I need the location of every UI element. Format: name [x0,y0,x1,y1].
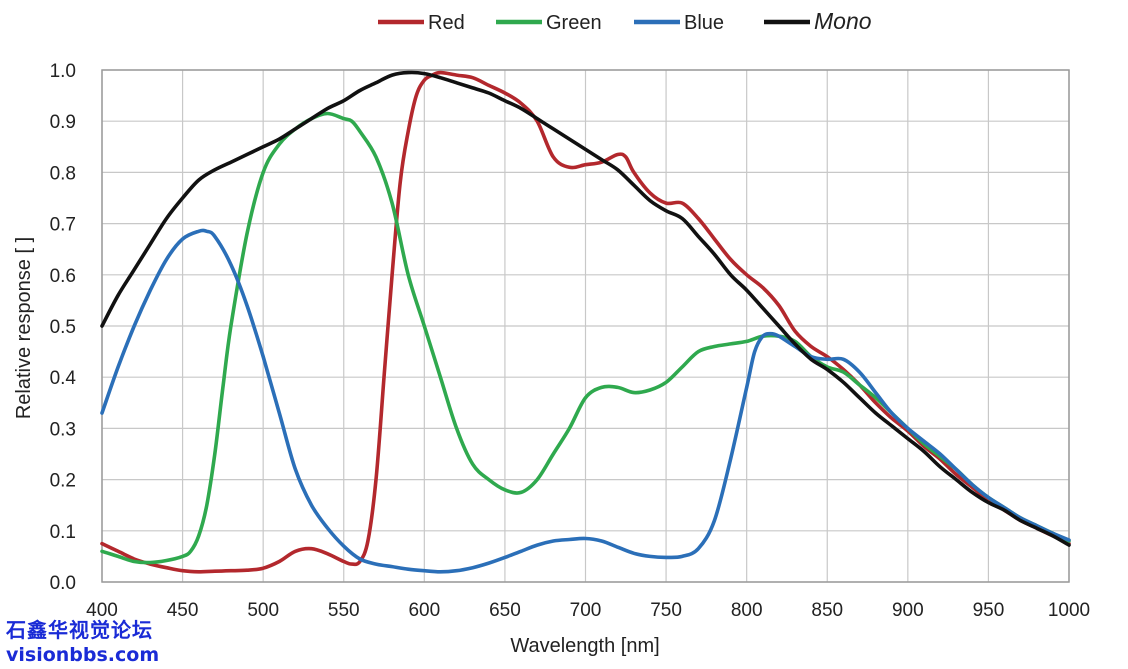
legend-item-mono: Mono [764,8,872,34]
watermark-site-url: visionbbs.com [6,644,160,666]
legend-label: Blue [684,12,724,34]
x-tick-label: 850 [811,600,843,621]
x-tick-label: 750 [650,600,682,621]
watermark-site-name: 石鑫华视觉论坛 [6,618,153,642]
y-tick-label: 0.0 [50,573,76,594]
x-tick-label: 650 [489,600,521,621]
x-tick-label: 500 [247,600,279,621]
legend-label: Red [428,12,465,34]
x-tick-label: 600 [408,600,440,621]
x-tick-label: 1000 [1048,600,1090,621]
y-axis-title: Relative response [ ] [13,237,35,419]
y-tick-label: 0.8 [50,163,76,184]
x-tick-label: 450 [167,600,199,621]
series-line-red [100,70,1071,574]
x-axis-title: Wavelength [nm] [510,635,659,657]
x-tick-label: 800 [731,600,763,621]
x-tick-labels: 400 450 500 550 600 650 700 750 800 850 900 950 1000 [86,600,1090,621]
y-tick-label: 0.4 [50,368,77,389]
x-tick-label: 950 [973,600,1005,621]
y-tick-label: 1.0 [50,61,76,82]
x-tick-label: 550 [328,600,360,621]
y-tick-labels: 0.0 0.1 0.2 0.3 0.4 0.5 0.6 0.7 0.8 0.9 1.0 [50,61,77,594]
legend-label: Mono [814,8,872,34]
chart-legend: Red Green Blue Mono [378,8,872,34]
legend-label: Green [546,12,602,34]
series-line-mono [100,70,1071,547]
y-tick-label: 0.3 [50,419,76,440]
chart-grid [101,69,1070,583]
legend-item-red: Red [378,12,465,34]
x-tick-label: 900 [892,600,924,621]
y-tick-label: 0.2 [50,471,76,492]
y-tick-label: 0.7 [50,215,76,236]
y-tick-label: 0.5 [50,317,76,338]
y-tick-label: 0.9 [50,112,76,133]
series-layer [100,70,1071,574]
legend-item-blue: Blue [634,12,724,34]
y-tick-label: 0.1 [50,522,76,543]
series-line-blue [100,228,1071,574]
legend-item-green: Green [496,12,602,34]
y-tick-label: 0.6 [50,266,76,287]
x-tick-label: 700 [570,600,602,621]
x-tick-label: 400 [86,600,118,621]
